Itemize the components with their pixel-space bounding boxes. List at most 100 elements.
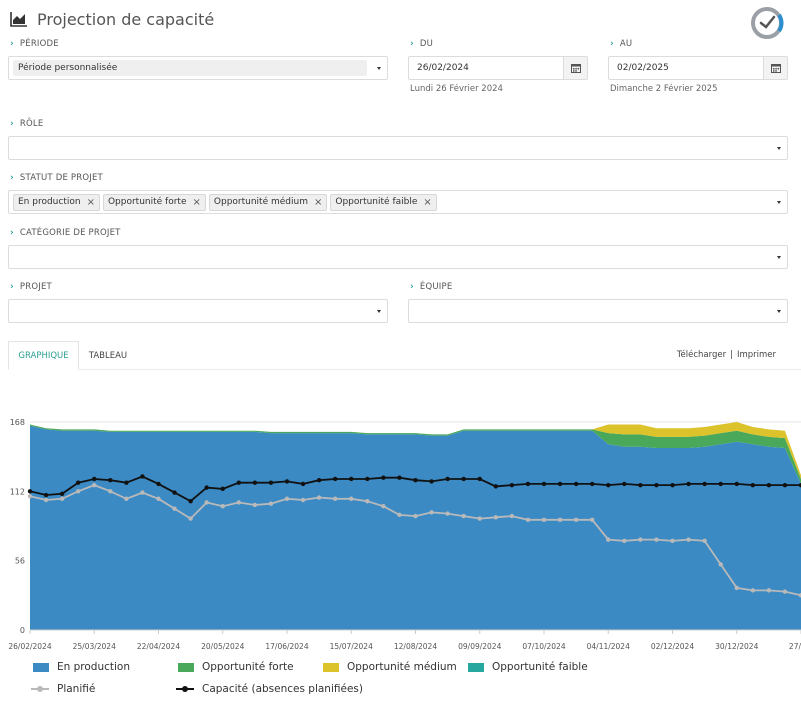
- data-point-planifi-: [670, 538, 675, 544]
- data-point-planifi-: [638, 537, 643, 542]
- data-point-planifi-: [332, 496, 338, 501]
- data-point-planifi-: [108, 489, 113, 494]
- remove-tag-icon[interactable]: ×: [423, 196, 432, 208]
- x-tick-label: 27/01/: [789, 642, 801, 651]
- legend-item-capacite[interactable]: Capacité (absences planifiées): [176, 683, 363, 695]
- to-calendar-button[interactable]: [763, 57, 787, 79]
- project-select[interactable]: [8, 299, 388, 323]
- data-point-capacit-absences-planifi-es-: [782, 482, 788, 488]
- data-point-capacit-absences-planifi-es-: [220, 486, 225, 492]
- data-point-planifi-: [413, 513, 418, 519]
- tab-tableau[interactable]: TABLEAU: [88, 350, 128, 361]
- data-point-capacit-absences-planifi-es-: [332, 476, 338, 482]
- to-date-input[interactable]: 02/02/2025: [608, 56, 788, 80]
- data-point-planifi-: [622, 538, 627, 544]
- x-tick-label: 25/03/2024: [73, 642, 116, 651]
- caret-down-icon: [777, 256, 781, 259]
- download-link[interactable]: Télécharger: [676, 350, 727, 360]
- data-point-capacit-absences-planifi-es-: [638, 482, 643, 488]
- calendar-icon: [770, 64, 781, 73]
- legend-item-opportunite-forte[interactable]: Opportunité forte: [178, 661, 294, 673]
- from-date-value: 26/02/2024: [417, 63, 469, 73]
- data-point-capacit-absences-planifi-es-: [188, 499, 193, 504]
- legend-item-planifie[interactable]: Planifié: [31, 683, 95, 695]
- data-point-capacit-absences-planifi-es-: [622, 481, 627, 487]
- data-point-capacit-absences-planifi-es-: [172, 490, 177, 495]
- chevron-right-icon: ›: [410, 39, 414, 49]
- chevron-right-icon: ›: [410, 282, 414, 292]
- data-point-capacit-absences-planifi-es-: [124, 480, 129, 485]
- data-point-capacit-absences-planifi-es-: [589, 481, 595, 487]
- data-point-capacit-absences-planifi-es-: [43, 492, 49, 498]
- data-point-planifi-: [477, 516, 482, 521]
- page-title: Projection de capacité: [37, 9, 215, 29]
- from-calendar-button[interactable]: [563, 57, 587, 79]
- remove-tag-icon[interactable]: ×: [86, 196, 95, 208]
- caret-down-icon: [777, 201, 781, 204]
- tab-graphique[interactable]: GRAPHIQUE: [8, 341, 79, 370]
- data-point-planifi-: [284, 496, 290, 501]
- calendar-icon: [570, 64, 581, 73]
- project-status-multiselect[interactable]: En production × Opportunité forte × Opport…: [8, 190, 788, 214]
- area-series-opportunit-m-dium: [30, 422, 801, 479]
- data-point-capacit-absences-planifi-es-: [92, 476, 97, 482]
- legend-item-en-production[interactable]: En production: [33, 661, 130, 673]
- data-point-capacit-absences-planifi-es-: [509, 482, 515, 488]
- project-category-select[interactable]: [8, 245, 788, 269]
- print-link[interactable]: Imprimer: [736, 350, 776, 360]
- role-select[interactable]: [8, 136, 788, 160]
- data-point-planifi-: [365, 499, 370, 504]
- team-select[interactable]: [408, 299, 788, 323]
- from-date-input[interactable]: 26/02/2024: [408, 56, 588, 80]
- data-point-planifi-: [589, 517, 595, 523]
- data-point-capacit-absences-planifi-es-: [670, 482, 675, 488]
- role-label: › RÔLE: [10, 119, 44, 129]
- data-point-capacit-absences-planifi-es-: [429, 479, 434, 484]
- data-point-capacit-absences-planifi-es-: [316, 477, 322, 483]
- data-point-planifi-: [27, 494, 33, 499]
- data-point-capacit-absences-planifi-es-: [557, 481, 563, 487]
- data-point-planifi-: [541, 517, 547, 523]
- remove-tag-icon[interactable]: ×: [313, 196, 323, 208]
- status-tag-opportunite-forte: Opportunité forte ×: [102, 193, 206, 211]
- period-select[interactable]: Période personnalisée: [8, 56, 388, 80]
- data-point-capacit-absences-planifi-es-: [734, 481, 739, 487]
- data-point-capacit-absences-planifi-es-: [268, 480, 274, 485]
- legend-item-opportunite-medium[interactable]: Opportunité médium: [323, 661, 457, 673]
- chevron-right-icon: ›: [10, 119, 14, 129]
- caret-down-icon: [777, 310, 781, 313]
- legend-line-marker: [31, 684, 49, 694]
- data-point-planifi-: [606, 537, 611, 542]
- remove-tag-icon[interactable]: ×: [192, 196, 201, 208]
- data-point-capacit-absences-planifi-es-: [718, 481, 723, 487]
- x-tick-label: 09/09/2024: [458, 642, 501, 651]
- data-point-planifi-: [734, 585, 739, 591]
- data-point-capacit-absences-planifi-es-: [686, 481, 691, 487]
- x-tick-label: 22/04/2024: [137, 642, 180, 651]
- from-label: › DU: [410, 39, 434, 49]
- y-tick-label: 168: [10, 418, 25, 427]
- team-label: › ÉQUIPE: [410, 282, 453, 292]
- data-point-capacit-absences-planifi-es-: [300, 481, 306, 487]
- data-point-planifi-: [493, 515, 499, 520]
- clock-check-logo: [751, 7, 784, 39]
- data-point-planifi-: [573, 517, 579, 523]
- area-series-opportunit-forte: [30, 424, 801, 484]
- view-tabs: GRAPHIQUE TABLEAU Télécharger | Imprimer: [8, 341, 801, 370]
- data-point-planifi-: [429, 510, 434, 515]
- data-point-planifi-: [204, 500, 209, 505]
- data-point-planifi-: [172, 506, 177, 511]
- tools-separator: |: [730, 350, 733, 360]
- chevron-right-icon: ›: [10, 282, 14, 292]
- data-point-planifi-: [59, 496, 65, 501]
- x-tick-label: 04/11/2024: [587, 642, 630, 651]
- data-point-planifi-: [702, 538, 707, 544]
- area-chart-icon: [10, 12, 27, 27]
- period-label: › PÉRIODE: [10, 39, 59, 49]
- from-date-caption: Lundi 26 Février 2024: [410, 84, 503, 94]
- project-status-label: › STATUT DE PROJET: [10, 173, 103, 183]
- data-point-capacit-absences-planifi-es-: [108, 477, 113, 483]
- chevron-right-icon: ›: [10, 39, 14, 49]
- page-header: Projection de capacité: [10, 6, 214, 32]
- legend-item-opportunite-faible[interactable]: Opportunité faible: [468, 661, 588, 673]
